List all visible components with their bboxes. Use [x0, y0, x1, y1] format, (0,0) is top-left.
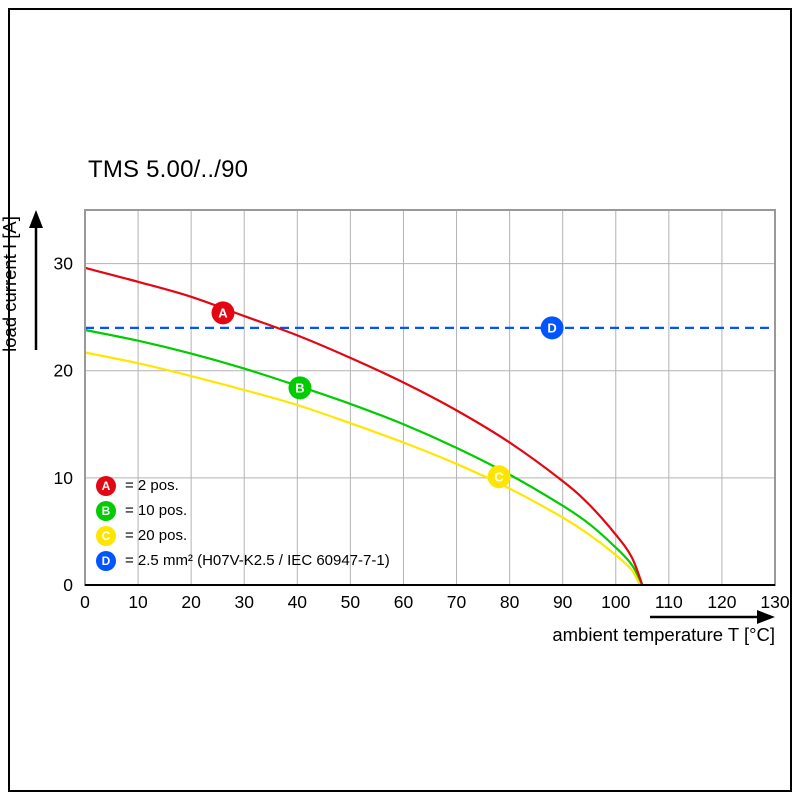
legend-item-10pos: B = 10 pos. — [96, 498, 390, 523]
svg-text:50: 50 — [341, 592, 361, 612]
svg-text:60: 60 — [394, 592, 414, 612]
legend-marker-b-icon: B — [96, 500, 116, 521]
x-tick-labels: 0 10 20 30 40 50 60 70 80 90 100 110 120 130 — [80, 592, 790, 612]
curve-C — [84, 351, 641, 586]
svg-text:30: 30 — [234, 592, 254, 612]
svg-text:120: 120 — [707, 592, 736, 612]
chart-title: TMS 5.00/../90 — [88, 156, 249, 183]
curve-A — [84, 266, 644, 586]
x-axis-label: ambient temperature T [°C] — [552, 624, 775, 645]
svg-text:90: 90 — [553, 592, 573, 612]
svg-text:100: 100 — [601, 592, 630, 612]
legend-item-20pos: C = 20 pos. — [96, 523, 390, 548]
x-axis-arrow-icon — [650, 610, 775, 624]
svg-text:80: 80 — [500, 592, 520, 612]
svg-text:10: 10 — [128, 592, 148, 612]
svg-text:10: 10 — [54, 468, 74, 488]
svg-text:30: 30 — [54, 254, 74, 274]
svg-text:70: 70 — [447, 592, 467, 612]
grid — [85, 210, 776, 585]
legend-label-10pos: = 10 pos. — [125, 502, 188, 519]
y-axis-label: load current I [A] — [0, 216, 20, 352]
svg-text:B: B — [295, 380, 304, 395]
legend-label-wire: = 2.5 mm² (H07V-K2.5 / IEC 60947-7-1) — [125, 552, 390, 569]
svg-text:20: 20 — [181, 592, 201, 612]
legend-marker-c-icon: C — [96, 525, 116, 546]
legend-marker-d-icon: D — [96, 550, 116, 571]
svg-text:A: A — [218, 305, 228, 320]
chart-legend: A = 2 pos. B = 10 pos. C = 20 pos. D = 2… — [96, 473, 390, 573]
y-axis-arrow-icon — [29, 210, 43, 350]
legend-label-2pos: = 2 pos. — [125, 477, 179, 494]
svg-text:0: 0 — [80, 592, 90, 612]
curve-B — [84, 328, 644, 586]
series-marker-D-icon: D — [540, 316, 564, 340]
series-marker-A-icon: A — [211, 301, 235, 325]
svg-text:110: 110 — [655, 592, 683, 612]
svg-text:C: C — [494, 469, 504, 484]
svg-text:20: 20 — [54, 361, 74, 381]
svg-text:40: 40 — [288, 592, 308, 612]
svg-text:130: 130 — [760, 592, 789, 612]
legend-marker-a-icon: A — [96, 475, 116, 496]
y-tick-labels: 0 10 20 30 — [54, 254, 74, 595]
svg-text:D: D — [547, 320, 556, 335]
legend-label-20pos: = 20 pos. — [125, 527, 188, 544]
series-marker-C-icon: C — [487, 465, 511, 489]
series-marker-B-icon: B — [288, 376, 312, 400]
legend-item-wire: D = 2.5 mm² (H07V-K2.5 / IEC 60947-7-1) — [96, 548, 390, 573]
svg-text:0: 0 — [63, 575, 73, 595]
legend-item-2pos: A = 2 pos. — [96, 473, 390, 498]
